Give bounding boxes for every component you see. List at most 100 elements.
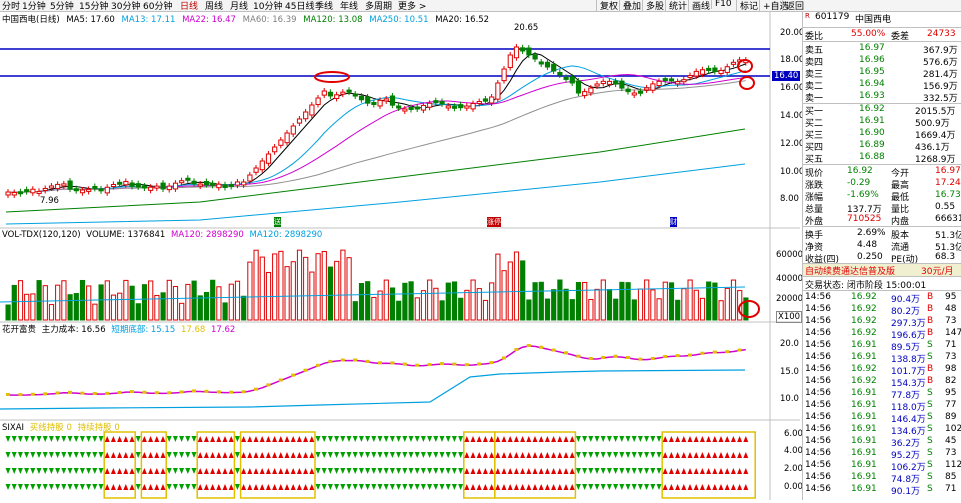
statistics-button[interactable]: 统计 bbox=[665, 0, 687, 12]
candle bbox=[67, 180, 73, 190]
candle bbox=[259, 160, 265, 171]
volume-bar bbox=[730, 279, 737, 321]
event-marker[interactable]: 财 bbox=[670, 217, 677, 227]
period-tab-10min[interactable]: 10分钟 bbox=[253, 2, 283, 12]
stat2-row: 收益(四) 0.250 PE(动) 68.3 bbox=[803, 252, 961, 265]
volume-title: VOL-TDX(120,120) bbox=[2, 230, 81, 240]
tick-price: 16.91 bbox=[851, 472, 877, 482]
tick-time: 14:56 bbox=[805, 436, 831, 446]
up-arrow-icon bbox=[278, 468, 284, 474]
down-arrow-icon bbox=[86, 452, 92, 458]
period-tab-quarter[interactable]: 季线 bbox=[315, 2, 334, 12]
event-marker[interactable]: 涨停 bbox=[487, 217, 501, 227]
down-arrow-icon bbox=[433, 484, 439, 490]
down-arrow-icon bbox=[61, 452, 67, 458]
period-tab-1min[interactable]: 1分钟 bbox=[22, 2, 46, 12]
period-tab-monthly[interactable]: 月线 bbox=[230, 2, 249, 12]
up-arrow-icon bbox=[129, 484, 135, 490]
down-arrow-icon bbox=[327, 484, 333, 490]
tick-count: 71 bbox=[945, 340, 957, 350]
promo-row[interactable]: 自动续费通达信普及版 30元/月 bbox=[803, 264, 961, 277]
back-button[interactable]: 返回 bbox=[782, 0, 804, 12]
volume-bar bbox=[712, 282, 718, 321]
tick-side: B bbox=[927, 316, 934, 326]
mark-button[interactable]: 标记 bbox=[736, 0, 758, 12]
volume-bar bbox=[458, 297, 464, 321]
indicator-marker bbox=[154, 391, 159, 395]
candle bbox=[668, 78, 675, 82]
down-arrow-icon bbox=[191, 436, 197, 442]
down-arrow-icon bbox=[172, 436, 178, 442]
down-arrow-icon bbox=[42, 436, 48, 442]
bid-label: 买二 bbox=[805, 119, 824, 129]
period-tab-more[interactable]: 更多 > bbox=[398, 2, 427, 12]
fuquan-button[interactable]: 复权 bbox=[596, 0, 618, 12]
ind-axis-20: 20.0 bbox=[780, 339, 799, 349]
down-arrow-icon bbox=[36, 468, 42, 474]
stat-value: 137.7万 bbox=[847, 205, 882, 215]
up-arrow-icon bbox=[228, 468, 234, 474]
indicator-marker bbox=[502, 356, 506, 360]
period-tab-15min[interactable]: 15分钟 bbox=[79, 2, 109, 12]
down-arrow-icon bbox=[402, 468, 408, 474]
stat-label: 最低 bbox=[891, 193, 910, 203]
up-arrow-icon bbox=[712, 452, 718, 458]
volume-bar bbox=[408, 281, 414, 321]
down-arrow-icon bbox=[358, 484, 364, 490]
period-tab-30min[interactable]: 30分钟 bbox=[111, 2, 141, 12]
ask-label: 卖五 bbox=[805, 46, 824, 56]
down-arrow-icon bbox=[371, 484, 377, 490]
candle bbox=[520, 47, 526, 52]
overlay-button[interactable]: 叠加 bbox=[619, 0, 641, 12]
chart-area[interactable]: 中国西电(日线) MA5: 17.60 MA13: 17.11 MA22: 16… bbox=[0, 12, 804, 500]
down-arrow-icon bbox=[408, 436, 414, 442]
indicator-marker bbox=[328, 359, 333, 363]
volume-bar bbox=[538, 281, 544, 321]
tick-volume: 154.3万 bbox=[891, 379, 926, 389]
up-arrow-icon bbox=[154, 452, 160, 458]
indicator-marker bbox=[452, 362, 457, 366]
up-arrow-icon bbox=[730, 468, 736, 474]
down-arrow-icon bbox=[55, 452, 61, 458]
bid-price: 16.92 bbox=[859, 104, 885, 114]
period-tab-daily[interactable]: 日线 bbox=[180, 2, 199, 12]
add-watchlist-button[interactable]: +自选 bbox=[759, 0, 789, 12]
event-marker[interactable]: 送 bbox=[274, 217, 281, 227]
down-arrow-icon bbox=[637, 468, 643, 474]
indicator-marker bbox=[725, 350, 730, 354]
candle bbox=[228, 184, 234, 188]
up-arrow-icon bbox=[507, 484, 513, 490]
tick-side: S bbox=[927, 472, 933, 482]
indicator-marker bbox=[539, 345, 544, 349]
down-arrow-icon bbox=[439, 452, 445, 458]
period-tab-year[interactable]: 年线 bbox=[340, 2, 359, 12]
period-tab-60min[interactable]: 60分钟 bbox=[143, 2, 173, 12]
down-arrow-icon bbox=[185, 484, 191, 490]
period-tab-fenshi[interactable]: 分时 bbox=[2, 2, 21, 12]
ma22-label: MA22: 16.47 bbox=[182, 15, 236, 25]
down-arrow-icon bbox=[48, 452, 54, 458]
signal-box bbox=[661, 431, 756, 499]
volume-header: VOL-TDX(120,120) VOLUME: 1376841 MA120: … bbox=[2, 230, 322, 240]
candle bbox=[17, 191, 24, 195]
period-tab-45day[interactable]: 45日线 bbox=[285, 2, 315, 12]
volume-bar bbox=[104, 280, 110, 321]
period-tab-weekly[interactable]: 周线 bbox=[205, 2, 224, 12]
draw-line-button[interactable]: 画线 bbox=[688, 0, 710, 12]
up-arrow-icon bbox=[706, 452, 712, 458]
volume-bar bbox=[420, 290, 427, 321]
f10-button[interactable]: F10 bbox=[711, 0, 732, 9]
multi-stock-button[interactable]: 多股 bbox=[642, 0, 664, 12]
period-tab-multi[interactable]: 多周期 bbox=[365, 2, 393, 12]
down-arrow-icon bbox=[365, 468, 371, 474]
kline-svg[interactable] bbox=[0, 12, 800, 500]
down-arrow-icon bbox=[24, 468, 30, 474]
volume-bar bbox=[166, 279, 172, 321]
volume-bar bbox=[284, 266, 290, 321]
up-arrow-icon bbox=[148, 468, 154, 474]
volume-bar bbox=[55, 284, 61, 321]
bid-row: 买一 16.92 2015.5万 bbox=[803, 104, 961, 117]
volume-bar bbox=[668, 282, 675, 321]
candle bbox=[408, 106, 414, 110]
period-tab-5min[interactable]: 5分钟 bbox=[50, 2, 74, 12]
